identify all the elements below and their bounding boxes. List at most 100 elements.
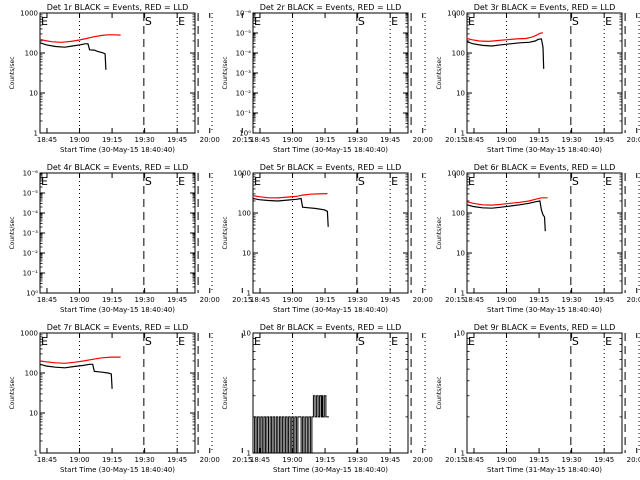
x-axis-label: Start Time (30-May-15 18:40:40) <box>487 306 602 314</box>
marker-label: E <box>391 15 398 28</box>
events-series-line <box>253 395 329 453</box>
marker-label: E <box>41 175 48 188</box>
y-tick-label: 1000 <box>20 10 38 18</box>
marker-label: S <box>358 335 365 348</box>
y-axis-label: Counts/sec <box>222 376 229 409</box>
x-tick-label: 19:00 <box>496 296 516 304</box>
series-group <box>40 356 121 389</box>
x-tick-label: 20:00 <box>413 136 433 144</box>
y-tick-label: 10 <box>456 330 465 338</box>
y-tick-label: 1 <box>461 290 465 298</box>
y-tick-label: 10⁻⁶ <box>236 10 252 18</box>
x-tick-label: 20:00 <box>413 456 433 464</box>
detector-panel-6: Det 6r BLACK = Events, RED = LLD Counts/s… <box>436 163 640 314</box>
plot-frame <box>466 172 623 294</box>
marker-label: E <box>254 175 261 188</box>
y-tick-label: 100 <box>25 370 38 378</box>
plot-frame <box>466 12 623 134</box>
x-tick-label: 20:00 <box>627 456 640 464</box>
x-tick-label: 19:15 <box>529 456 549 464</box>
y-tick-label: 10 <box>29 410 38 418</box>
x-tick-label: 18:45 <box>37 456 57 464</box>
marker-label: E <box>41 15 48 28</box>
x-axis-label: Start Time (31-May-15 18:40:40) <box>487 466 602 474</box>
x-axis-label: Start Time (30-May-15 18:40:40) <box>60 466 175 474</box>
plot-title: Det 8r BLACK = Events, RED = LLD <box>260 323 402 332</box>
marker-label: S <box>572 15 579 28</box>
detector-panel-7: Det 7r BLACK = Events, RED = LLD Counts/s… <box>9 323 252 474</box>
x-tick-label: 18:45 <box>250 296 270 304</box>
marker-label: E <box>605 15 612 28</box>
series-group <box>40 34 121 70</box>
lld-series-line <box>253 193 328 199</box>
marker-label: S <box>572 175 579 188</box>
x-tick-label: 20:15 <box>232 456 252 464</box>
x-tick-label: 18:45 <box>37 296 57 304</box>
marker-label: S <box>145 15 152 28</box>
x-tick-label: 18:45 <box>464 136 484 144</box>
plot-title: Det 2r BLACK = Events, RED = LLD <box>260 3 402 12</box>
y-tick-label: 100 <box>452 210 465 218</box>
marker-label: S <box>145 175 152 188</box>
x-tick-label: 19:30 <box>562 136 582 144</box>
marker-label: E <box>391 335 398 348</box>
x-tick-label: 19:15 <box>529 136 549 144</box>
series-group <box>253 395 329 453</box>
y-tick-label: 1 <box>247 450 251 458</box>
x-tick-label: 19:30 <box>135 136 155 144</box>
x-tick-label: 19:30 <box>348 136 368 144</box>
x-tick-label: 19:30 <box>135 296 155 304</box>
x-axis-label: Start Time (30-May-15 18:40:40) <box>273 306 388 314</box>
x-tick-label: 19:45 <box>167 136 187 144</box>
y-tick-label: 10⁻⁶ <box>23 170 39 178</box>
y-axis-label: Counts/sec <box>9 56 16 89</box>
y-tick-label: 1000 <box>20 330 38 338</box>
marker-label: E <box>178 15 185 28</box>
x-tick-label: 19:45 <box>380 456 400 464</box>
marker-label: S <box>358 175 365 188</box>
marker-label: S <box>358 15 365 28</box>
plot-title: Det 4r BLACK = Events, RED = LLD <box>47 163 189 172</box>
lld-series-line <box>40 34 121 43</box>
plot-title: Det 3r BLACK = Events, RED = LLD <box>474 3 616 12</box>
marker-label: E <box>254 15 261 28</box>
plot-title: Det 6r BLACK = Events, RED = LLD <box>474 163 616 172</box>
detector-panel-9: Det 9r BLACK = Events, RED = LLD Counts/s… <box>436 323 640 474</box>
x-tick-label: 19:15 <box>529 296 549 304</box>
y-axis-label: Counts/sec <box>9 376 16 409</box>
marker-label: E <box>468 175 475 188</box>
x-tick-label: 19:15 <box>102 136 122 144</box>
y-tick-label: 100 <box>25 50 38 58</box>
marker-label: E <box>41 335 48 348</box>
plot-frame <box>39 172 196 294</box>
y-tick-label: 10 <box>242 250 251 258</box>
x-tick-label: 19:45 <box>167 296 187 304</box>
x-tick-label: 18:45 <box>464 456 484 464</box>
marker-label: E <box>178 175 185 188</box>
series-group <box>467 197 548 232</box>
y-tick-label: 1 <box>34 130 38 138</box>
y-tick-label: 1000 <box>233 170 251 178</box>
marker-label: E <box>178 335 185 348</box>
y-tick-label: 10⁻³ <box>23 230 39 238</box>
y-tick-label: 1000 <box>447 170 465 178</box>
plot-title: Det 1r BLACK = Events, RED = LLD <box>47 3 189 12</box>
marker-label: E <box>468 335 475 348</box>
x-tick-label: 19:00 <box>282 136 302 144</box>
x-tick-label: 19:00 <box>496 136 516 144</box>
y-tick-label: 10⁻² <box>23 250 39 258</box>
events-series-line <box>40 363 113 389</box>
detector-panel-3: Det 3r BLACK = Events, RED = LLD Counts/s… <box>436 3 640 154</box>
events-series-line <box>467 200 546 232</box>
marker-label: S <box>145 335 152 348</box>
x-tick-label: 19:00 <box>69 136 89 144</box>
x-tick-label: 20:15 <box>445 456 465 464</box>
plot-frame <box>39 332 196 454</box>
x-tick-label: 20:15 <box>232 296 252 304</box>
x-tick-label: 19:30 <box>562 296 582 304</box>
y-tick-label: 100 <box>452 50 465 58</box>
x-tick-label: 19:30 <box>562 456 582 464</box>
y-axis-label: Counts/sec <box>222 56 229 89</box>
x-tick-label: 20:15 <box>232 136 252 144</box>
y-tick-label: 10⁻⁴ <box>23 210 39 218</box>
